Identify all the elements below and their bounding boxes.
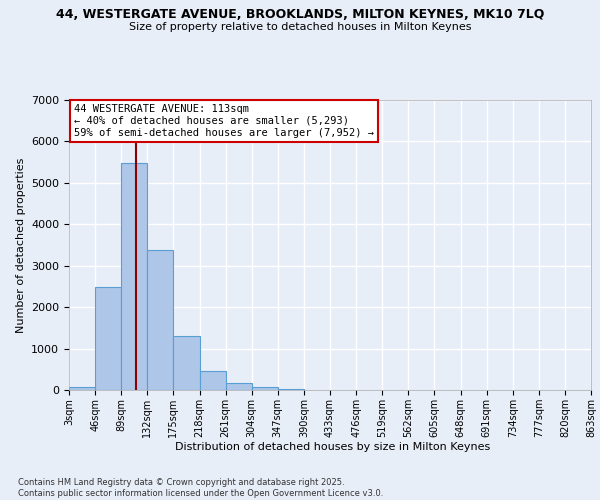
Bar	[69, 386, 95, 390]
Bar	[121, 162, 148, 390]
Bar	[95, 287, 121, 390]
Bar	[252, 386, 278, 390]
Text: Contains HM Land Registry data © Crown copyright and database right 2025.
Contai: Contains HM Land Registry data © Crown c…	[18, 478, 383, 498]
Bar	[173, 336, 199, 390]
Y-axis label: Number of detached properties: Number of detached properties	[16, 158, 26, 332]
Bar	[278, 389, 304, 390]
Bar	[199, 371, 226, 390]
Text: Size of property relative to detached houses in Milton Keynes: Size of property relative to detached ho…	[129, 22, 471, 32]
Text: Distribution of detached houses by size in Milton Keynes: Distribution of detached houses by size …	[175, 442, 491, 452]
Text: 44, WESTERGATE AVENUE, BROOKLANDS, MILTON KEYNES, MK10 7LQ: 44, WESTERGATE AVENUE, BROOKLANDS, MILTO…	[56, 8, 544, 20]
Bar	[148, 250, 173, 390]
Text: 44 WESTERGATE AVENUE: 113sqm
← 40% of detached houses are smaller (5,293)
59% of: 44 WESTERGATE AVENUE: 113sqm ← 40% of de…	[74, 104, 374, 138]
Bar	[226, 383, 252, 390]
